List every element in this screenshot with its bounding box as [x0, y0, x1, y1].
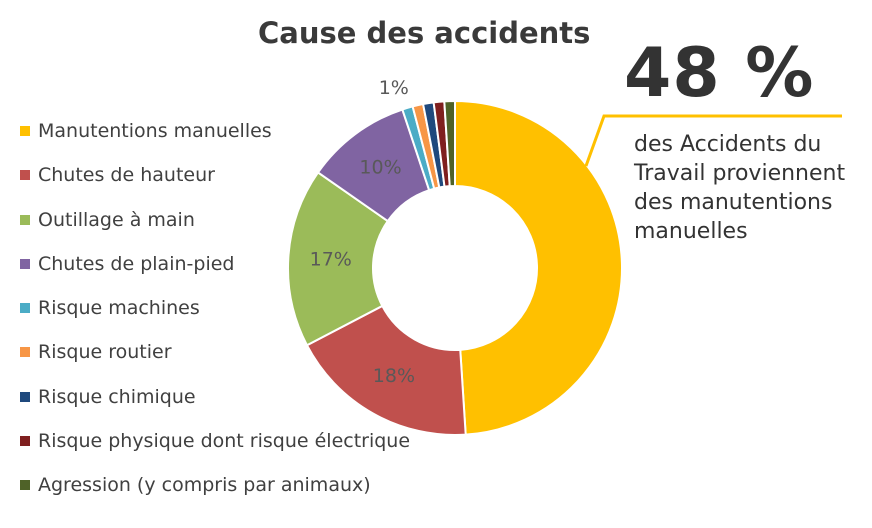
legend-label: Outillage à main [38, 208, 195, 231]
slice-label: 1% [379, 77, 409, 99]
legend-label: Risque chimique [38, 385, 196, 408]
legend-label: Risque machines [38, 297, 200, 320]
legend-swatch [20, 480, 30, 491]
legend-item: Risque chimique [20, 384, 410, 428]
slice-label: 17% [310, 249, 352, 271]
legend-label: Risque physique dont risque électrique [38, 430, 411, 453]
legend-item: Chutes de plain-pied [20, 251, 410, 295]
legend-swatch [20, 391, 30, 402]
legend-label: Agression (y compris par animaux) [38, 474, 371, 497]
legend-swatch [20, 436, 30, 447]
legend-swatch [20, 170, 30, 181]
slice-label: 10% [359, 157, 401, 179]
legend-swatch [20, 303, 30, 314]
legend-item: Risque machines [20, 295, 410, 339]
legend-swatch [20, 258, 30, 269]
legend: Manutentions manuelles Chutes de hauteur O… [20, 118, 410, 517]
legend-label: Manutentions manuelles [38, 120, 272, 142]
legend-item: Risque physique dont risque électrique [20, 428, 410, 472]
donut-slice [287, 171, 390, 347]
legend-label: Chutes de hauteur [38, 164, 215, 187]
legend-item: Risque routier [20, 339, 410, 383]
legend-swatch [20, 347, 30, 358]
chart-title: Cause des accidents [258, 16, 591, 50]
legend-label: Risque routier [38, 341, 172, 364]
big-stat-value: 48 % [624, 34, 815, 113]
legend-swatch [20, 214, 30, 225]
donut-slice [443, 99, 456, 188]
legend-label: Chutes de plain-pied [38, 252, 235, 275]
legend-swatch [20, 126, 30, 136]
slice-label: 18% [373, 365, 415, 387]
callout-text: des Accidents du Travail proviennent des… [634, 132, 846, 244]
legend-item: Agression (y compris par animaux) [20, 472, 410, 516]
donut-slice [305, 304, 467, 436]
legend-item: Manutentions manuelles [20, 118, 410, 162]
donut-slice [454, 99, 623, 436]
legend-item: Outillage à main [20, 207, 410, 251]
callout-line [584, 114, 842, 167]
legend-item: Chutes de hauteur [20, 162, 410, 206]
